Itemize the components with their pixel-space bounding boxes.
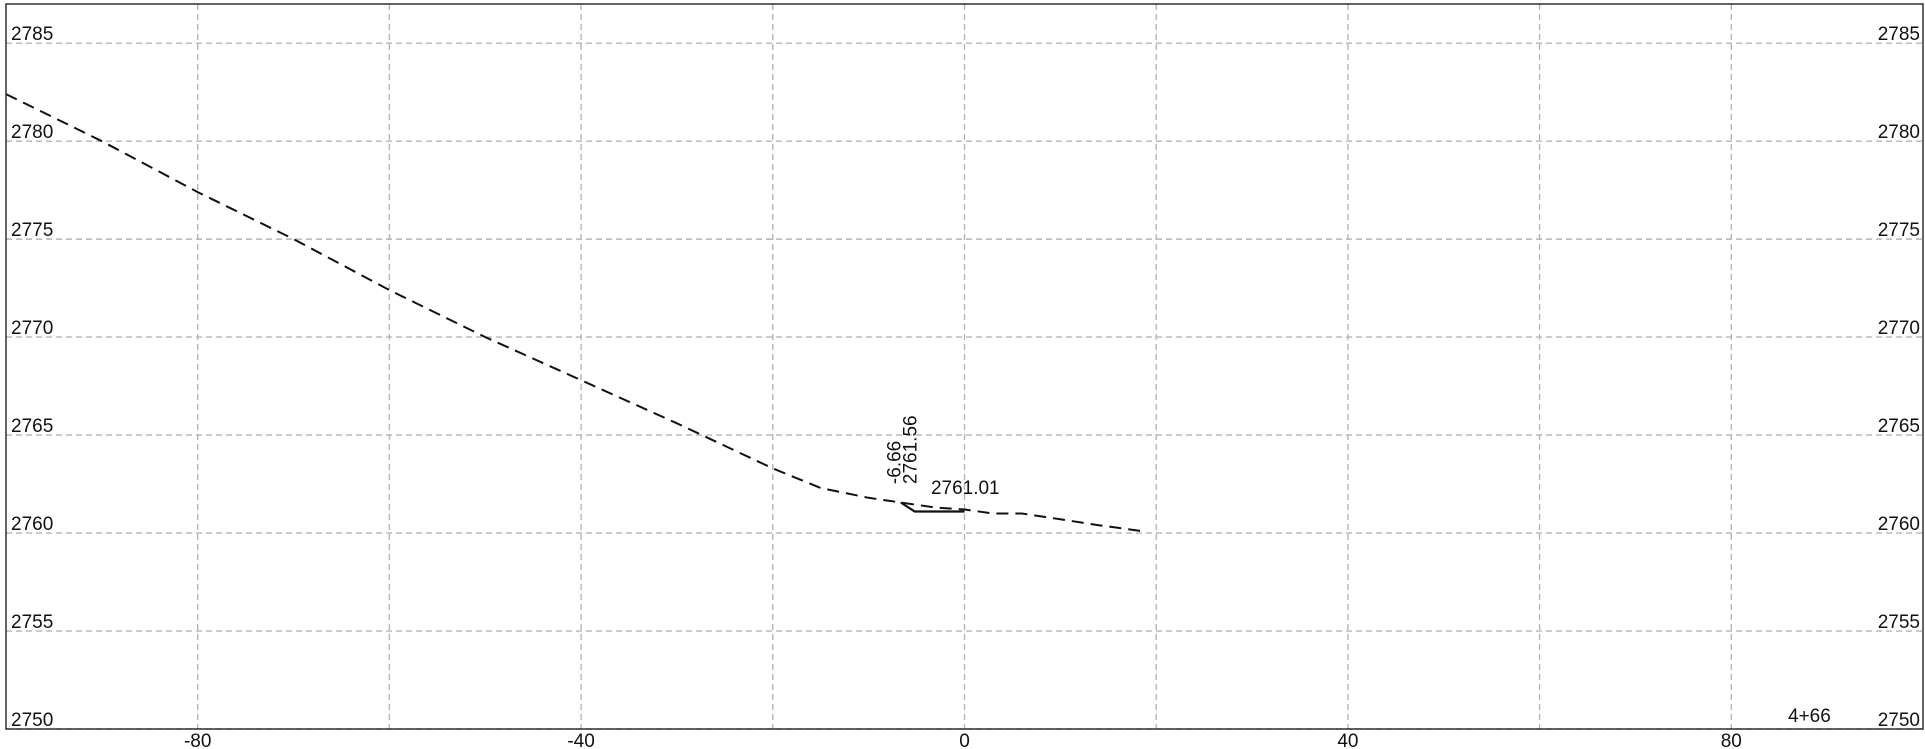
- annotation-label: 2761.56: [901, 415, 922, 484]
- y-tick-label-left: 2775: [11, 220, 53, 241]
- design-line: [900, 501, 965, 513]
- y-tick-label-right: 2760: [1878, 514, 1920, 535]
- y-tick-label-right: 2780: [1878, 122, 1920, 143]
- x-tick-label: 80: [1721, 731, 1742, 749]
- x-tick-label: 40: [1337, 731, 1358, 749]
- x-tick-label: 0: [959, 731, 970, 749]
- series-layer: [5, 93, 1142, 533]
- plot-frame: [5, 3, 1924, 730]
- station-label: 4+66: [1788, 706, 1831, 727]
- y-tick-label-left: 2770: [11, 318, 53, 339]
- y-tick-label-right: 2775: [1878, 220, 1920, 241]
- y-tick-label-right: 2785: [1878, 24, 1920, 45]
- annotation-label: -6.66: [885, 441, 906, 484]
- y-tick-label-right: 2765: [1878, 416, 1920, 437]
- annotation-label: 2761.01: [931, 478, 1000, 499]
- y-tick-label-left: 2750: [11, 710, 53, 731]
- y-tick-label-left: 2765: [11, 416, 53, 437]
- y-tick-label-left: 2760: [11, 514, 53, 535]
- y-tick-label-right: 2770: [1878, 318, 1920, 339]
- x-tick-label: -80: [184, 731, 211, 749]
- existing-ground-line: [5, 93, 1142, 533]
- y-tick-label-left: 2755: [11, 612, 53, 633]
- y-tick-label-left: 2785: [11, 24, 53, 45]
- grid-layer: [6, 4, 1923, 730]
- y-tick-label-right: 2750: [1878, 710, 1920, 731]
- tick-labels: 2750 2750 2755 2755 2760 2760 2765 2765 2770 2770…: [11, 24, 1920, 749]
- x-tick-label: -40: [567, 731, 594, 749]
- y-tick-label-left: 2780: [11, 122, 53, 143]
- y-tick-label-right: 2755: [1878, 612, 1920, 633]
